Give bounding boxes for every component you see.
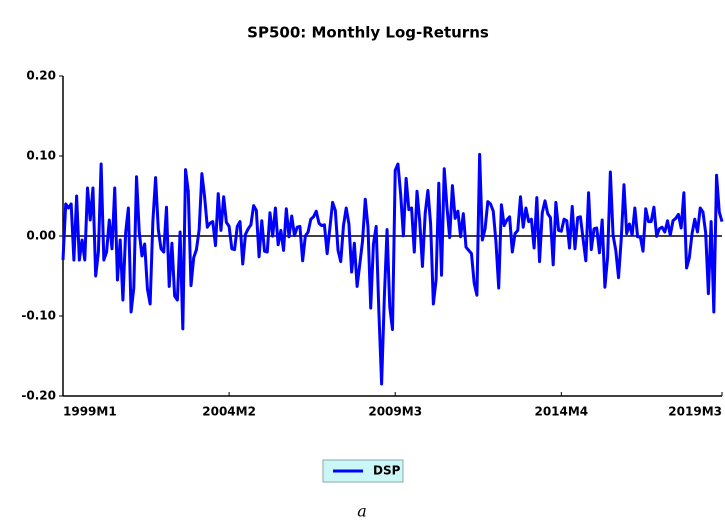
x-tick-label: 1999M1 bbox=[63, 405, 117, 419]
x-tick-label: 2009M3 bbox=[368, 405, 422, 419]
x-tick-label: 2014M4 bbox=[534, 405, 588, 419]
y-tick-label: 0.00 bbox=[26, 229, 56, 243]
y-tick-label: -0.20 bbox=[21, 389, 56, 403]
chart-title: SP500: Monthly Log-Returns bbox=[247, 24, 489, 42]
y-tick-label: -0.10 bbox=[21, 309, 56, 323]
caption: a bbox=[357, 502, 367, 521]
y-tick-label: 0.10 bbox=[26, 149, 56, 163]
legend-label: DSP bbox=[373, 464, 401, 478]
x-tick-label: 2019M3 bbox=[668, 405, 722, 419]
y-tick-label: 0.20 bbox=[26, 69, 56, 83]
data-line bbox=[61, 152, 724, 386]
x-tick-label: 2004M2 bbox=[202, 405, 256, 419]
